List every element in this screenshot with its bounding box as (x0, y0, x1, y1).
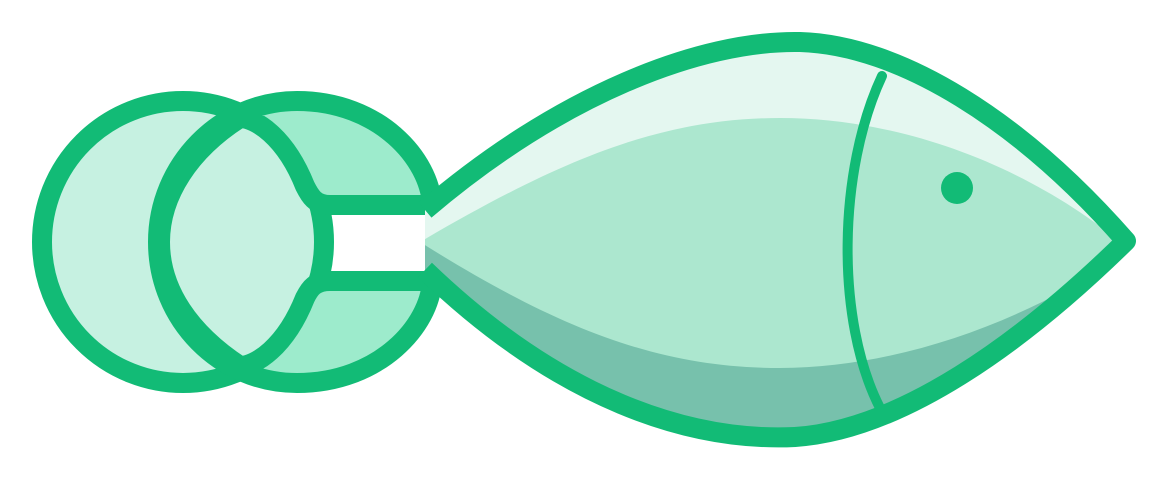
tail-connector (148, 91, 442, 393)
gill-line (842, 71, 887, 413)
fish-eye-icon (941, 172, 973, 204)
fish-body (418, 31, 1136, 448)
back-circle (32, 91, 334, 393)
